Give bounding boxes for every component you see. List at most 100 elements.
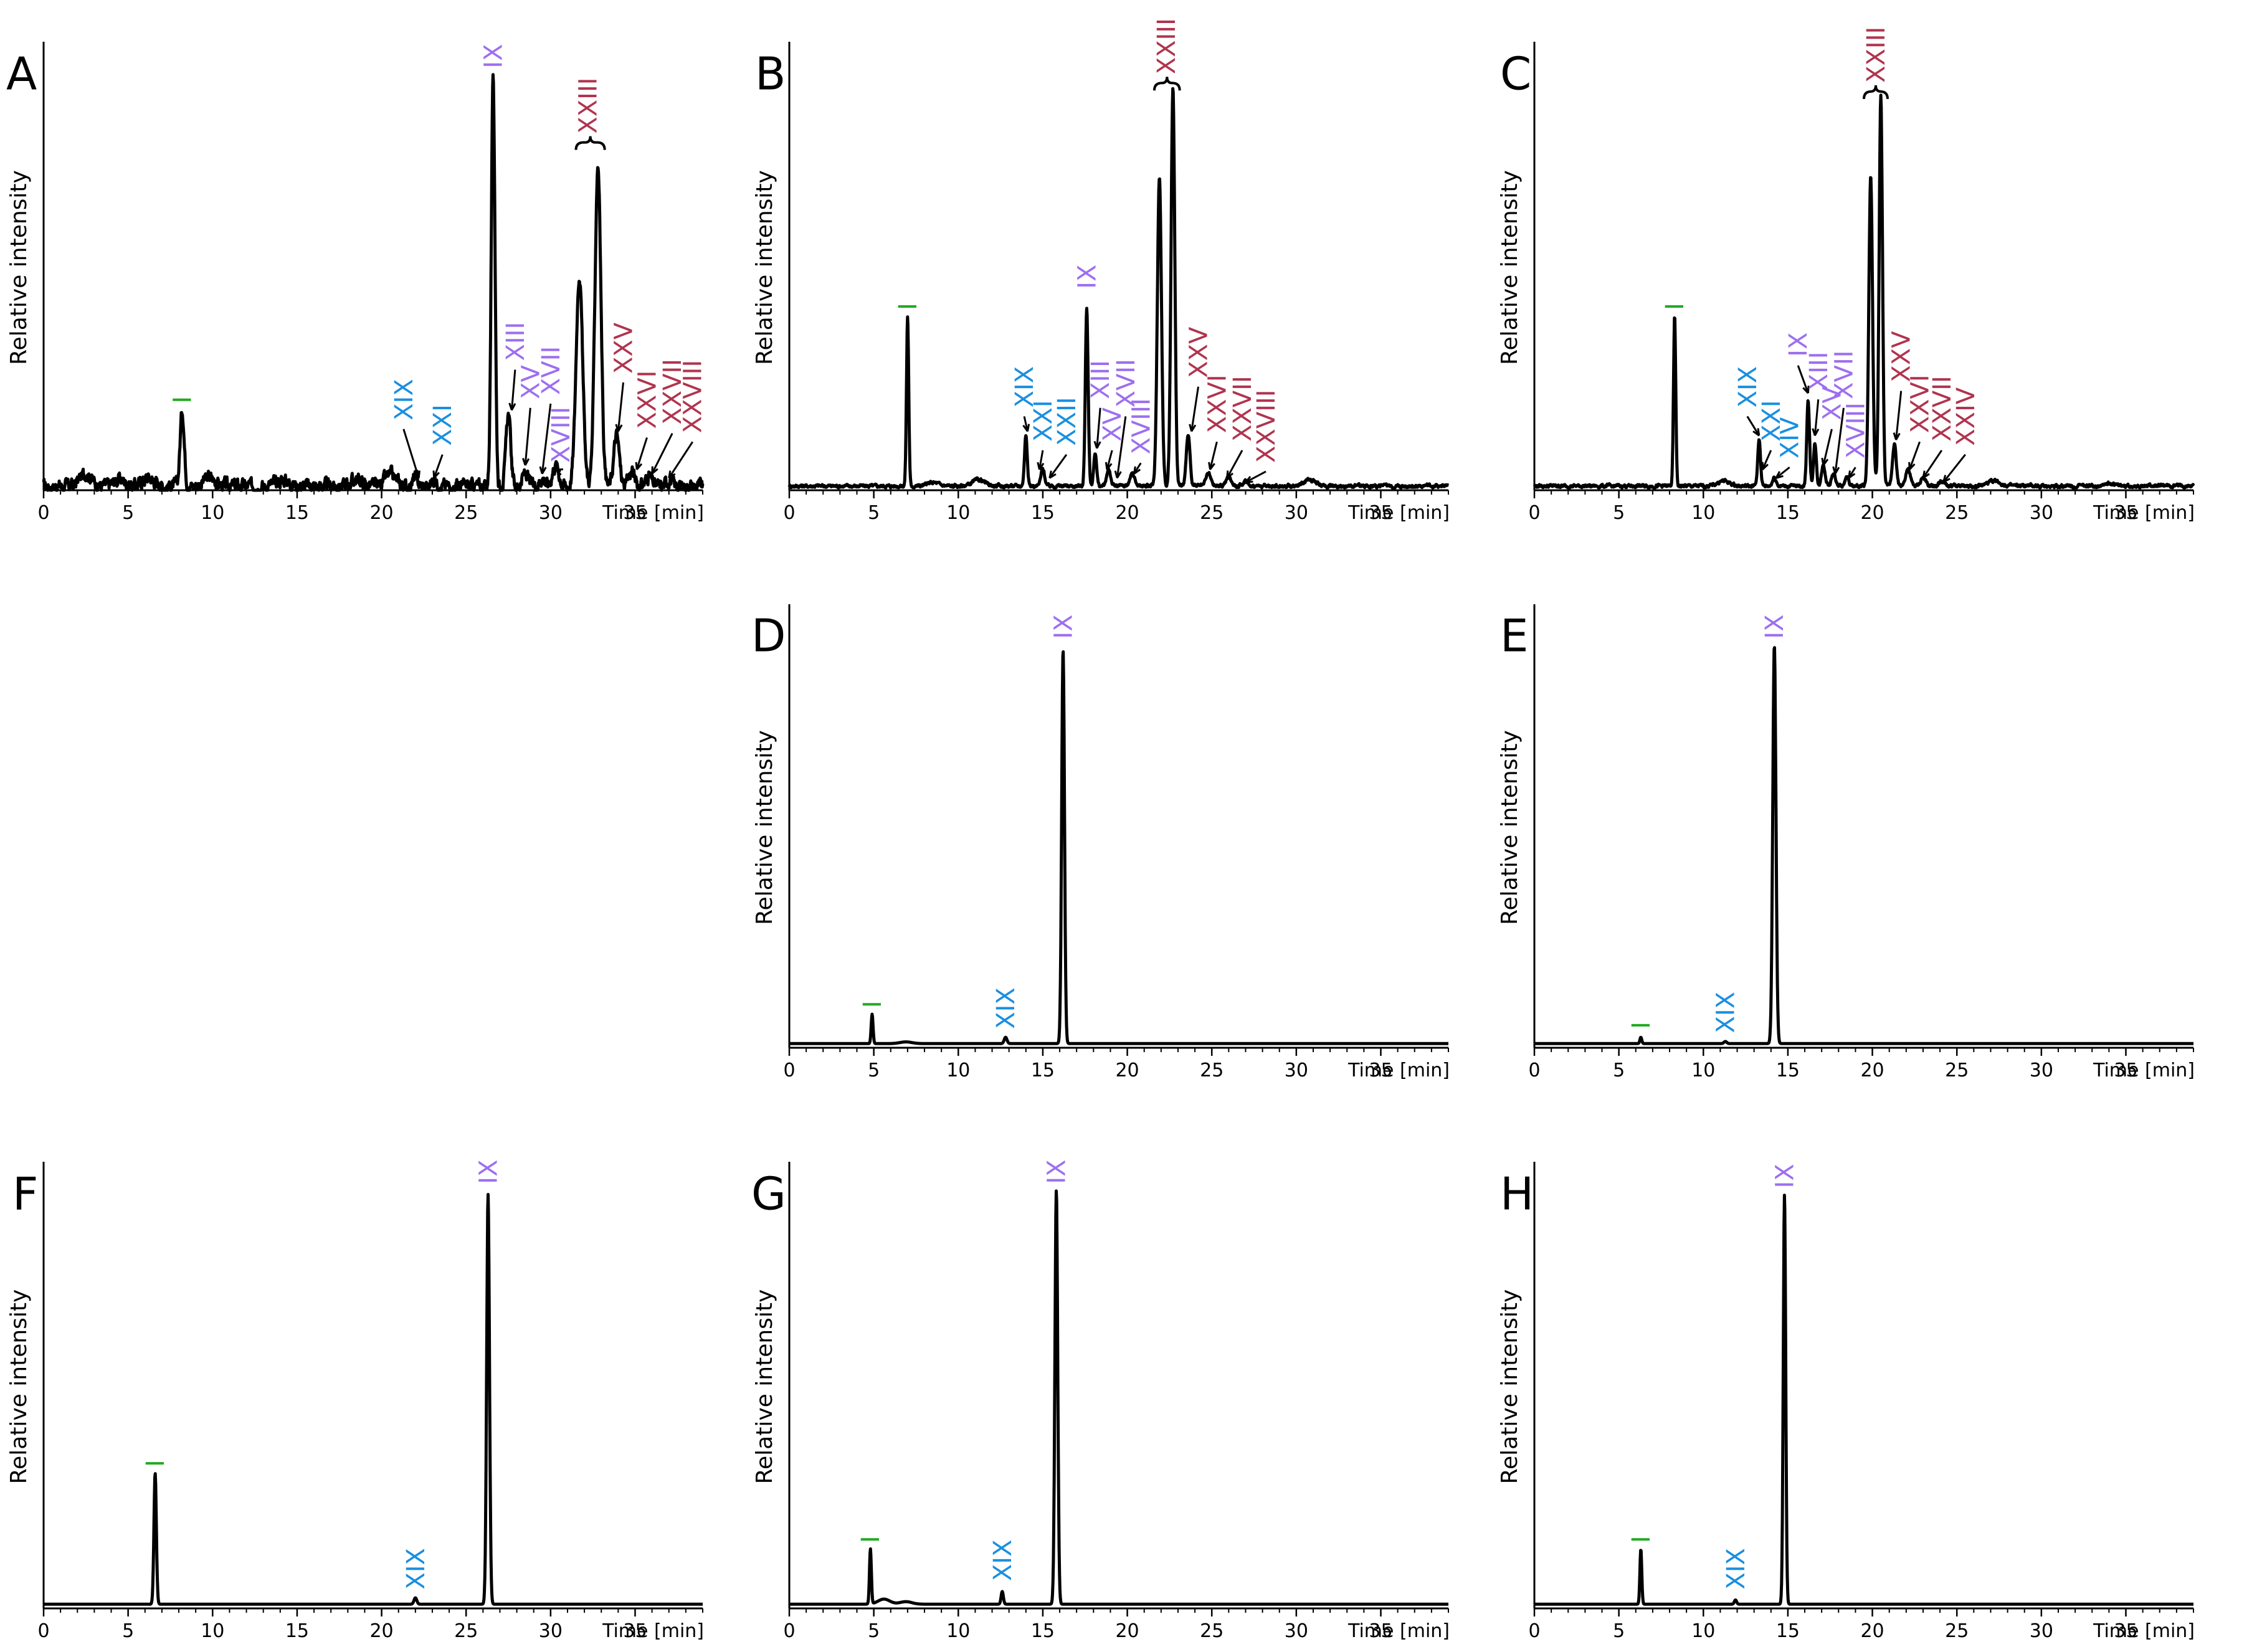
peak-label-arrow: [1761, 450, 1772, 470]
peak-label: XXI: [429, 404, 457, 446]
peak-label: XIII: [501, 322, 530, 361]
peak-label-arrowhead: [1761, 462, 1769, 470]
peak-label: XXVIII: [1252, 389, 1281, 463]
x-tick-label: 30: [539, 1620, 563, 1642]
peak-label: XXVI: [1203, 374, 1232, 433]
peak-label-arrowhead: [1893, 432, 1901, 440]
peak-label: XXVII: [1928, 376, 1957, 442]
chromatogram-trace: [788, 650, 1450, 1045]
peak-label-arrowhead: [668, 470, 676, 479]
panel-letter: C: [1500, 48, 1531, 100]
x-tick-label: 30: [1285, 502, 1308, 524]
x-tick-label: 25: [454, 502, 478, 524]
peak-label: XVII: [1830, 350, 1858, 399]
peak-label-arrowhead: [651, 466, 658, 475]
peak-label-arrow: [1048, 453, 1068, 479]
panel-letter: F: [12, 1168, 38, 1220]
x-tick-label: 0: [783, 502, 795, 524]
peak-group-brace: [574, 136, 606, 150]
peak-label: XXVI: [633, 371, 662, 429]
x-tick-label: 35: [1369, 502, 1392, 524]
peak-label-arrow: [1106, 450, 1113, 470]
x-tick-label: 10: [946, 1060, 970, 1081]
peak-label-arrow: [510, 369, 516, 411]
peak-label: I: [1627, 1022, 1656, 1029]
peak-label-arrow: [1797, 365, 1809, 394]
peak-label: IX: [474, 1159, 503, 1184]
x-unit-label: Time [min]: [602, 1620, 704, 1642]
peak-group-brace: [1152, 77, 1181, 91]
peak-label: XXIII: [1862, 27, 1891, 83]
peak-label-arrow: [1023, 416, 1029, 432]
x-tick-label: 10: [201, 1620, 224, 1642]
peak-label: XXVIII: [679, 360, 708, 434]
peak-label-arrow: [1922, 450, 1943, 479]
x-tick-label: 20: [369, 1620, 393, 1642]
x-unit-label: Time [min]: [1347, 1060, 1450, 1081]
chromatogram-trace: [1533, 1194, 2195, 1606]
peak-label: XVIII: [1841, 402, 1870, 458]
peak-label: XXVII: [1228, 376, 1257, 442]
peak-label-arrowhead: [1037, 462, 1045, 470]
peak-label-arrow: [635, 437, 648, 470]
x-tick-label: 30: [1285, 1620, 1308, 1642]
panel-letter: E: [1500, 610, 1529, 662]
peak-label: XIII: [1086, 360, 1115, 399]
peak-label-arrowhead: [1908, 462, 1916, 470]
peak-label-arrowhead: [1812, 428, 1820, 436]
peak-label-arrowhead: [1226, 470, 1233, 479]
x-tick-label: 30: [1285, 1060, 1308, 1081]
x-tick-label: 35: [2114, 1620, 2137, 1642]
peak-label: I: [168, 396, 197, 404]
peak-label-arrow: [1038, 450, 1044, 470]
peak-label-arrow: [402, 429, 420, 478]
peak-label: I: [857, 1536, 885, 1543]
peak-label-arrowhead: [539, 466, 547, 475]
peak-label-arrow: [524, 407, 531, 466]
peak-label: XXI: [1029, 400, 1058, 442]
chromatogram-trace: [42, 73, 705, 492]
peak-label-arrowhead: [1093, 440, 1101, 449]
peak-label: XIX: [1010, 366, 1039, 408]
x-tick-label: 35: [1369, 1620, 1392, 1642]
x-tick-label: 35: [1369, 1060, 1392, 1081]
x-unit-label: Time [min]: [2093, 502, 2195, 524]
x-tick-label: 0: [783, 1620, 795, 1642]
peak-label-arrowhead: [522, 458, 530, 466]
peak-label: XIX: [992, 987, 1020, 1029]
chromatogram-trace: [788, 1189, 1450, 1606]
panel-letter: B: [755, 48, 786, 100]
peak-label: I: [1627, 1536, 1656, 1543]
x-tick-label: 25: [1945, 502, 1969, 524]
x-tick-label: 35: [2114, 1060, 2137, 1081]
peak-label-arrow: [1209, 441, 1218, 470]
peak-label: XXIII: [1152, 18, 1181, 74]
x-unit-label: Time [min]: [602, 502, 704, 524]
peak-label: XVII: [1112, 359, 1141, 407]
peak-label: XVII: [537, 346, 566, 395]
x-tick-label: 35: [623, 1620, 647, 1642]
x-tick-label: 10: [1691, 1620, 1715, 1642]
peak-label-arrowhead: [1942, 475, 1951, 483]
x-tick-label: 5: [868, 1060, 880, 1081]
peak-label: IX: [1770, 1164, 1799, 1188]
peak-label: XXIV: [1952, 387, 1980, 446]
peak-label-arrowhead: [1821, 457, 1829, 466]
peak-label-arrow: [433, 454, 444, 478]
peak-label: XV: [516, 364, 545, 399]
peak-group-brace: [1863, 85, 1889, 100]
x-tick-label: 5: [868, 1620, 880, 1642]
x-tick-label: 15: [285, 502, 309, 524]
panel-letter: G: [751, 1168, 786, 1220]
x-tick-label: 5: [1613, 502, 1625, 524]
peak-label-arrow: [1096, 407, 1101, 449]
x-tick-label: 15: [1031, 502, 1055, 524]
peak-label: XXVII: [658, 359, 687, 425]
x-tick-label: 25: [454, 1620, 478, 1642]
x-tick-label: 20: [1115, 1620, 1139, 1642]
x-tick-label: 0: [37, 1620, 49, 1642]
